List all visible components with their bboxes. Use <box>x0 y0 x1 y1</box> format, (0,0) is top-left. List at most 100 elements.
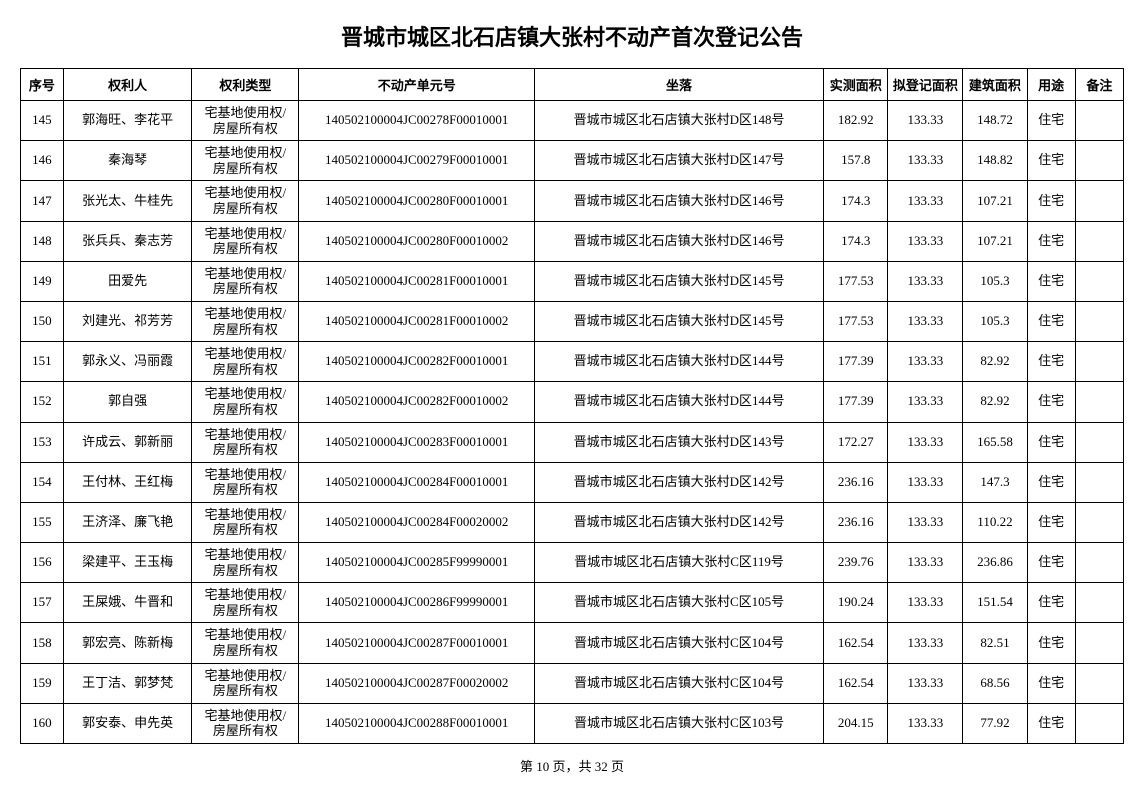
cell-area3: 77.92 <box>963 703 1027 743</box>
cell-use: 住宅 <box>1027 583 1075 623</box>
cell-area2: 133.33 <box>888 462 963 502</box>
cell-location: 晋城市城区北石店镇大张村D区145号 <box>534 301 823 341</box>
cell-type: 宅基地使用权/房屋所有权 <box>192 502 299 542</box>
cell-note <box>1075 382 1123 422</box>
table-row: 149田爱先宅基地使用权/房屋所有权140502100004JC00281F00… <box>21 261 1124 301</box>
cell-seq: 156 <box>21 543 64 583</box>
cell-owner: 秦海琴 <box>63 141 192 181</box>
cell-unit: 140502100004JC00288F00010001 <box>299 703 535 743</box>
cell-owner: 郭永义、冯丽霞 <box>63 342 192 382</box>
cell-type: 宅基地使用权/房屋所有权 <box>192 422 299 462</box>
cell-note <box>1075 422 1123 462</box>
col-header-location: 坐落 <box>534 69 823 101</box>
cell-unit: 140502100004JC00285F99990001 <box>299 543 535 583</box>
cell-note <box>1075 583 1123 623</box>
table-row: 153许成云、郭新丽宅基地使用权/房屋所有权140502100004JC0028… <box>21 422 1124 462</box>
cell-unit: 140502100004JC00280F00010002 <box>299 221 535 261</box>
registration-table: 序号 权利人 权利类型 不动产单元号 坐落 实测面积 拟登记面积 建筑面积 用途… <box>20 68 1124 744</box>
cell-use: 住宅 <box>1027 703 1075 743</box>
cell-type: 宅基地使用权/房屋所有权 <box>192 301 299 341</box>
cell-area2: 133.33 <box>888 141 963 181</box>
cell-note <box>1075 141 1123 181</box>
cell-use: 住宅 <box>1027 382 1075 422</box>
cell-type: 宅基地使用权/房屋所有权 <box>192 703 299 743</box>
cell-seq: 158 <box>21 623 64 663</box>
cell-unit: 140502100004JC00287F00010001 <box>299 623 535 663</box>
cell-unit: 140502100004JC00283F00010001 <box>299 422 535 462</box>
cell-type: 宅基地使用权/房屋所有权 <box>192 462 299 502</box>
cell-owner: 王丁洁、郭梦梵 <box>63 663 192 703</box>
cell-note <box>1075 543 1123 583</box>
cell-area2: 133.33 <box>888 221 963 261</box>
cell-area2: 133.33 <box>888 422 963 462</box>
col-header-note: 备注 <box>1075 69 1123 101</box>
cell-note <box>1075 462 1123 502</box>
cell-seq: 149 <box>21 261 64 301</box>
cell-use: 住宅 <box>1027 221 1075 261</box>
cell-unit: 140502100004JC00281F00010001 <box>299 261 535 301</box>
cell-unit: 140502100004JC00282F00010001 <box>299 342 535 382</box>
cell-use: 住宅 <box>1027 462 1075 502</box>
table-row: 148张兵兵、秦志芳宅基地使用权/房屋所有权140502100004JC0028… <box>21 221 1124 261</box>
cell-use: 住宅 <box>1027 181 1075 221</box>
cell-owner: 王屎娥、牛晋和 <box>63 583 192 623</box>
cell-area1: 239.76 <box>824 543 888 583</box>
table-row: 152郭自强宅基地使用权/房屋所有权140502100004JC00282F00… <box>21 382 1124 422</box>
cell-area2: 133.33 <box>888 623 963 663</box>
cell-area3: 107.21 <box>963 221 1027 261</box>
table-row: 154王付林、王红梅宅基地使用权/房屋所有权140502100004JC0028… <box>21 462 1124 502</box>
cell-area2: 133.33 <box>888 502 963 542</box>
cell-type: 宅基地使用权/房屋所有权 <box>192 261 299 301</box>
cell-owner: 田爱先 <box>63 261 192 301</box>
cell-use: 住宅 <box>1027 101 1075 141</box>
cell-area1: 182.92 <box>824 101 888 141</box>
cell-location: 晋城市城区北石店镇大张村D区144号 <box>534 382 823 422</box>
col-header-owner: 权利人 <box>63 69 192 101</box>
cell-location: 晋城市城区北石店镇大张村D区142号 <box>534 502 823 542</box>
table-row: 146秦海琴宅基地使用权/房屋所有权140502100004JC00279F00… <box>21 141 1124 181</box>
col-header-unit: 不动产单元号 <box>299 69 535 101</box>
page-title: 晋城市城区北石店镇大张村不动产首次登记公告 <box>20 20 1124 52</box>
cell-owner: 王付林、王红梅 <box>63 462 192 502</box>
cell-location: 晋城市城区北石店镇大张村D区147号 <box>534 141 823 181</box>
cell-area2: 133.33 <box>888 583 963 623</box>
cell-note <box>1075 301 1123 341</box>
cell-location: 晋城市城区北石店镇大张村C区119号 <box>534 543 823 583</box>
cell-note <box>1075 342 1123 382</box>
cell-type: 宅基地使用权/房屋所有权 <box>192 181 299 221</box>
cell-use: 住宅 <box>1027 543 1075 583</box>
cell-location: 晋城市城区北石店镇大张村D区146号 <box>534 181 823 221</box>
cell-area1: 177.53 <box>824 261 888 301</box>
cell-owner: 郭自强 <box>63 382 192 422</box>
cell-area2: 133.33 <box>888 261 963 301</box>
cell-area3: 110.22 <box>963 502 1027 542</box>
cell-type: 宅基地使用权/房屋所有权 <box>192 663 299 703</box>
cell-type: 宅基地使用权/房屋所有权 <box>192 101 299 141</box>
cell-area3: 148.82 <box>963 141 1027 181</box>
cell-note <box>1075 181 1123 221</box>
table-row: 150刘建光、祁芳芳宅基地使用权/房屋所有权140502100004JC0028… <box>21 301 1124 341</box>
cell-location: 晋城市城区北石店镇大张村C区104号 <box>534 623 823 663</box>
cell-area2: 133.33 <box>888 382 963 422</box>
cell-area1: 172.27 <box>824 422 888 462</box>
cell-owner: 张光太、牛桂先 <box>63 181 192 221</box>
table-row: 160郭安泰、申先英宅基地使用权/房屋所有权140502100004JC0028… <box>21 703 1124 743</box>
cell-type: 宅基地使用权/房屋所有权 <box>192 543 299 583</box>
table-row: 157王屎娥、牛晋和宅基地使用权/房屋所有权140502100004JC0028… <box>21 583 1124 623</box>
cell-seq: 159 <box>21 663 64 703</box>
cell-type: 宅基地使用权/房屋所有权 <box>192 141 299 181</box>
cell-area2: 133.33 <box>888 181 963 221</box>
cell-location: 晋城市城区北石店镇大张村C区104号 <box>534 663 823 703</box>
cell-area1: 177.39 <box>824 382 888 422</box>
cell-unit: 140502100004JC00279F00010001 <box>299 141 535 181</box>
cell-area2: 133.33 <box>888 101 963 141</box>
cell-use: 住宅 <box>1027 623 1075 663</box>
cell-use: 住宅 <box>1027 663 1075 703</box>
cell-area2: 133.33 <box>888 342 963 382</box>
cell-unit: 140502100004JC00281F00010002 <box>299 301 535 341</box>
cell-area1: 157.8 <box>824 141 888 181</box>
cell-note <box>1075 101 1123 141</box>
cell-unit: 140502100004JC00282F00010002 <box>299 382 535 422</box>
cell-seq: 160 <box>21 703 64 743</box>
cell-owner: 郭安泰、申先英 <box>63 703 192 743</box>
